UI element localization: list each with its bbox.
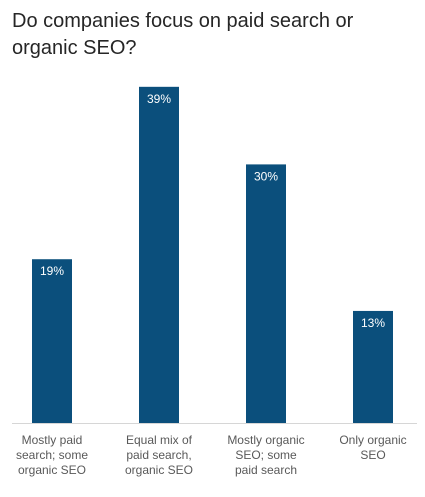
x-tick-label-line: paid search (235, 463, 297, 477)
bar-value-label: 30% (254, 169, 278, 183)
x-tick-label-line: Mostly organic (227, 433, 304, 447)
bar (246, 164, 286, 423)
x-tick-label-line: search; some (16, 448, 88, 462)
bar (32, 259, 72, 423)
x-tick-label-line: Only organic (339, 433, 406, 447)
bar-value-label: 39% (147, 92, 171, 106)
chart-title: Do companies focus on paid search or org… (12, 10, 354, 59)
x-tick-label: Mostly paid search; some organic SEO (16, 433, 88, 477)
bar-value-label: 13% (361, 316, 385, 330)
x-tick-label-line: organic SEO (18, 463, 86, 477)
x-tick-label: Mostly organic SEO; some paid search (227, 433, 304, 477)
x-tick-label: Only organic SEO (339, 433, 406, 462)
bar (139, 86, 179, 423)
x-tick-label-line: Equal mix of (126, 433, 193, 447)
x-tick-label-line: organic SEO (125, 463, 193, 477)
x-tick-label-line: Mostly paid (22, 433, 83, 447)
x-tick-label-line: SEO; some (235, 448, 297, 462)
x-tick-label-line: paid search, (126, 448, 191, 462)
x-tick-label: Equal mix of paid search, organic SEO (125, 433, 193, 477)
bar-value-label: 19% (40, 264, 64, 278)
x-tick-label-line: SEO (360, 448, 385, 462)
bar (353, 310, 393, 423)
